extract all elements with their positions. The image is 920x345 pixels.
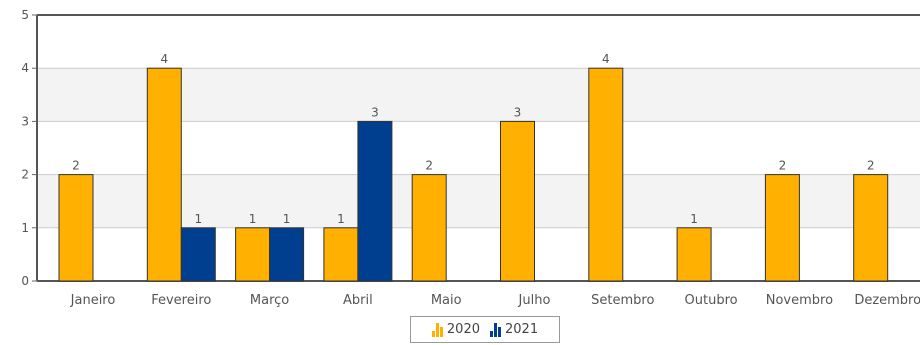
x-tick-label: Janeiro <box>70 293 116 308</box>
x-tick-label: Fevereiro <box>151 293 211 308</box>
x-tick-label: Setembro <box>591 293 654 308</box>
bar-2020 <box>853 174 889 282</box>
x-tick-label: Julho <box>518 293 551 308</box>
x-tick-label: Dezembro <box>854 293 920 308</box>
data-label: 2 <box>72 159 80 173</box>
bar-2020 <box>588 67 624 282</box>
x-tick-label: Março <box>250 293 289 308</box>
y-axis-ticks: 0 1 2 3 4 5 <box>21 8 37 288</box>
data-label: 3 <box>371 105 379 119</box>
legend-item-2020[interactable]: 2020 <box>431 322 480 337</box>
bar-2020 <box>146 67 182 282</box>
data-labels: 2 4 1 1 1 1 3 2 3 4 1 2 2 <box>72 52 874 226</box>
y-tick-label: 2 <box>21 168 29 182</box>
data-label: 4 <box>160 52 168 66</box>
bar-2020 <box>323 227 359 282</box>
legend-label-2021: 2021 <box>505 322 539 337</box>
legend: 2020 2021 <box>410 316 560 343</box>
bar-2021 <box>357 120 393 282</box>
x-tick-label: Outubro <box>685 293 738 308</box>
bar-2020 <box>411 174 447 282</box>
bars <box>58 67 889 282</box>
bar-2020 <box>500 120 535 282</box>
data-label: 2 <box>867 159 875 173</box>
data-label: 4 <box>602 52 610 66</box>
bar-2020 <box>676 227 712 282</box>
x-tick-label: Maio <box>431 293 462 308</box>
data-label: 1 <box>194 212 202 226</box>
bar-chart-icon <box>490 322 501 337</box>
y-tick-label: 4 <box>21 61 29 75</box>
data-label: 2 <box>779 159 787 173</box>
bar-2021 <box>180 227 216 282</box>
x-axis-labels: Janeiro Fevereiro Março Abril Maio Julho Setem… <box>70 293 920 308</box>
bar-2020 <box>235 227 271 282</box>
grid-band <box>37 68 920 122</box>
data-label: 1 <box>337 212 345 226</box>
data-label: 1 <box>690 212 698 226</box>
data-label: 1 <box>283 212 291 226</box>
legend-item-2021[interactable]: 2021 <box>490 322 538 337</box>
y-tick-label: 1 <box>21 221 29 235</box>
data-label: 3 <box>514 105 522 119</box>
bar-chart-icon <box>431 322 443 337</box>
y-tick-label: 5 <box>21 8 29 22</box>
bar-2021 <box>269 227 305 282</box>
data-label: 1 <box>249 212 257 226</box>
data-label: 2 <box>425 159 433 173</box>
x-tick-label: Abril <box>343 293 373 308</box>
legend-label-2020: 2020 <box>446 322 480 337</box>
y-tick-label: 3 <box>21 114 29 128</box>
bar-2020 <box>58 174 94 282</box>
bar-2020 <box>764 174 800 282</box>
x-tick-label: Novembro <box>766 293 833 308</box>
y-tick-label: 0 <box>21 274 29 288</box>
